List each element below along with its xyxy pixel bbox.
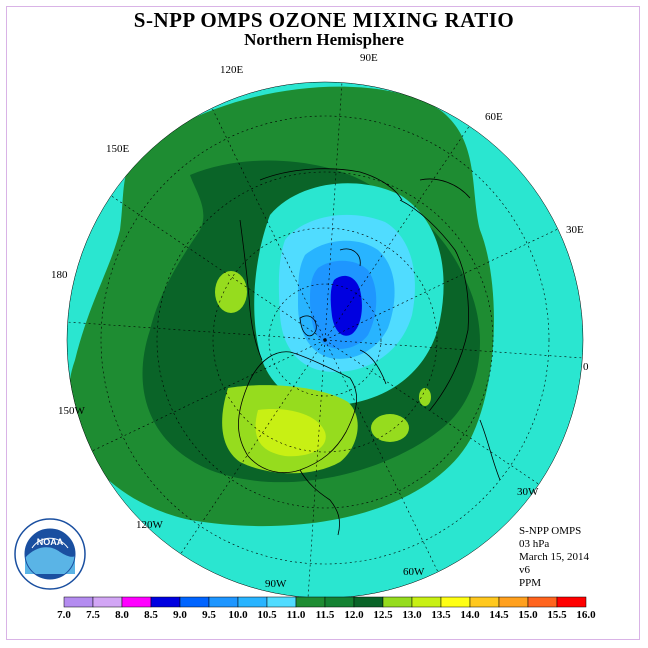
lon-label-180: 180 [51, 269, 68, 281]
info-version: v6 [519, 564, 530, 576]
lon-label-60w: 60W [403, 566, 425, 578]
colorbar-tick-label: 16.0 [576, 609, 596, 621]
noaa-logo-text: NOAA [37, 537, 64, 547]
info-level: 03 hPa [519, 538, 550, 550]
colorbar-bin [411, 596, 442, 608]
lon-label-30e: 30E [566, 224, 584, 236]
colorbar-bin [150, 596, 181, 608]
colorbar-tick-label: 13.5 [431, 609, 451, 621]
colorbar-tick-label: 13.0 [402, 609, 422, 621]
lon-label-90w: 90W [265, 578, 287, 590]
colorbar-tick-label: 9.5 [202, 609, 216, 621]
colorbar-tick-label: 11.0 [287, 609, 306, 621]
colorbar-tick-label: 11.5 [316, 609, 335, 621]
lon-label-30w: 30W [517, 486, 539, 498]
colorbar-bin [121, 596, 152, 608]
colorbar-tick-label: 7.5 [86, 609, 100, 621]
colorbar-bin [266, 596, 297, 608]
figure-frame [6, 6, 640, 640]
colorbar-tick-label: 14.0 [460, 609, 480, 621]
colorbar-bin [92, 596, 123, 608]
map-subtitle: Northern Hemisphere [244, 30, 404, 49]
info-date: March 15, 2014 [519, 551, 589, 563]
colorbar-tick-label: 8.0 [115, 609, 129, 621]
info-instrument: S-NPP OMPS [519, 525, 582, 537]
map-title: S-NPP OMPS OZONE MIXING RATIO [133, 8, 515, 32]
lon-label-60e: 60E [485, 111, 503, 123]
colorbar-bin [498, 596, 529, 608]
colorbar-bin [179, 596, 210, 608]
colorbar-bin [469, 596, 500, 608]
info-block: S-NPP OMPS 03 hPa March 15, 2014 v6 PPM [519, 525, 589, 590]
ozone-field [67, 82, 583, 598]
colorbar-bin [237, 596, 268, 608]
lon-label-120e: 120E [220, 64, 244, 76]
colorbar-bin [324, 596, 355, 608]
colorbar-tick-label: 15.0 [518, 609, 538, 621]
lon-label-90e: 90E [360, 52, 378, 64]
noaa-logo [14, 518, 86, 590]
colorbar-tick-label: 12.5 [373, 609, 393, 621]
colorbar-tick-label: 7.0 [57, 609, 71, 621]
colorbar-bin [527, 596, 558, 608]
info-units: PPM [519, 577, 542, 589]
lon-label-150e: 150E [106, 143, 130, 155]
colorbar-tick-label: 9.0 [173, 609, 187, 621]
colorbar-bin [382, 596, 413, 608]
lon-label-150w: 150W [58, 405, 86, 417]
colorbar: 7.0 7.5 8.0 8.5 9.0 9.5 10.0 10.5 11.0 11.5 12.0 12… [57, 596, 596, 621]
colorbar-bin [440, 596, 471, 608]
colorbar-tick-label: 14.5 [489, 609, 509, 621]
colorbar-bin [556, 596, 587, 608]
colorbar-tick-label: 8.5 [144, 609, 158, 621]
colorbar-tick-label: 15.5 [547, 609, 567, 621]
lon-label-0: 0 [583, 361, 589, 373]
colorbar-tick-label: 10.5 [257, 609, 277, 621]
colorbar-bin [353, 596, 384, 608]
lon-label-120w: 120W [136, 519, 164, 531]
colorbar-bin [208, 596, 239, 608]
colorbar-tick-label: 12.0 [344, 609, 364, 621]
colorbar-tick-label: 10.0 [228, 609, 248, 621]
colorbar-bin [295, 596, 326, 608]
colorbar-bin [63, 596, 94, 608]
